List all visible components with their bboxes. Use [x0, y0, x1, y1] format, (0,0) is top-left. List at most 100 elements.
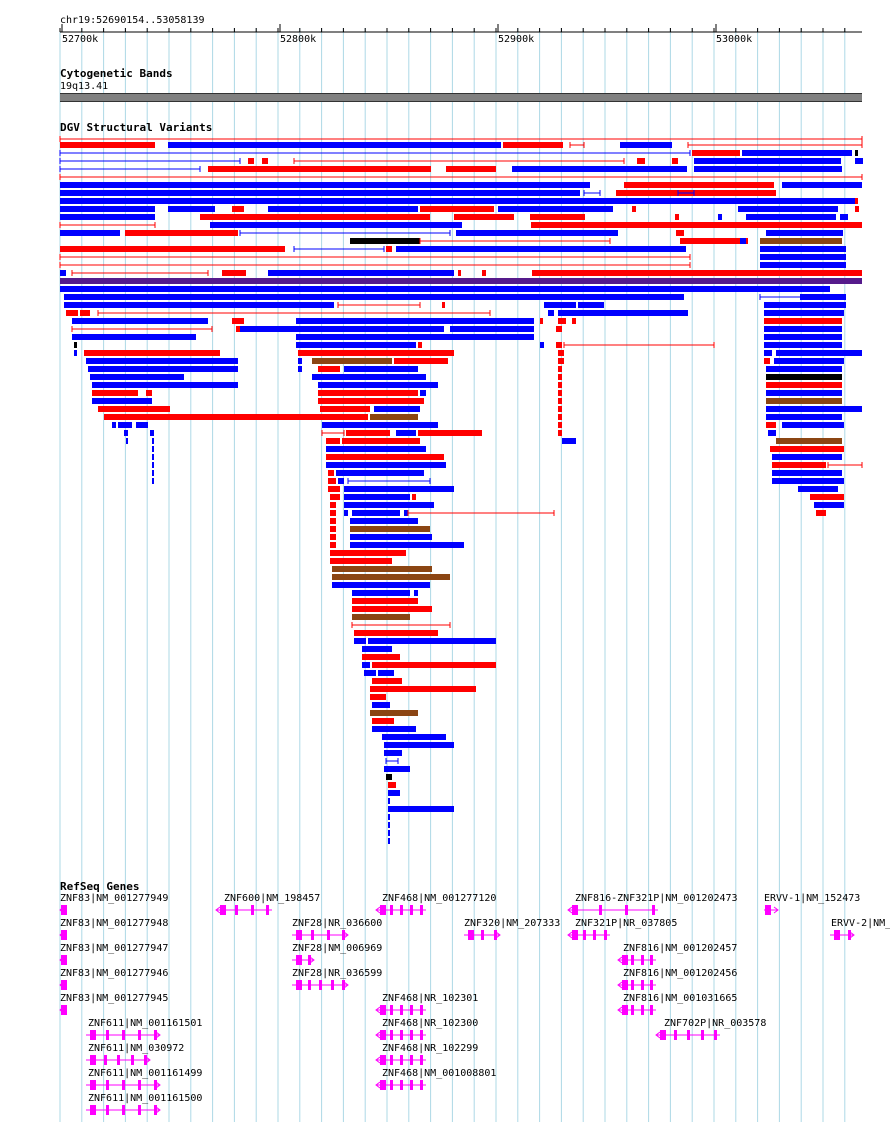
variant-feature[interactable] [248, 158, 254, 164]
gene-label[interactable]: ZNF816-ZNF321P|NM_001202473 [575, 893, 738, 904]
variant-feature[interactable] [530, 214, 585, 220]
variant-feature[interactable] [388, 798, 390, 804]
variant-feature[interactable] [770, 446, 844, 452]
variant-feature[interactable] [352, 590, 410, 596]
variant-feature[interactable] [632, 206, 636, 212]
variant-feature[interactable] [774, 358, 844, 364]
variant-feature[interactable] [680, 238, 748, 244]
variant-feature[interactable] [840, 214, 848, 220]
variant-feature[interactable] [92, 390, 138, 396]
variant-feature[interactable] [675, 214, 679, 220]
variant-feature[interactable] [772, 462, 826, 468]
variant-feature[interactable] [558, 406, 562, 412]
variant-feature[interactable] [326, 454, 444, 460]
gene-model[interactable] [462, 929, 506, 940]
variant-feature[interactable] [60, 214, 155, 220]
variant-feature[interactable] [766, 390, 842, 396]
gene-model[interactable] [566, 929, 616, 940]
variant-feature[interactable] [332, 582, 430, 588]
gene-label[interactable]: ZNF28|NM_006969 [292, 943, 383, 954]
variant-feature[interactable] [318, 390, 418, 396]
variant-feature[interactable] [766, 406, 862, 412]
variant-feature[interactable] [344, 366, 418, 372]
variant-feature[interactable] [64, 294, 684, 300]
gene-model[interactable] [762, 904, 784, 915]
gene-label[interactable]: ZNF611|NM_001161500 [88, 1093, 203, 1104]
variant-feature[interactable] [362, 662, 370, 668]
variant-feature[interactable] [772, 470, 842, 476]
cytoband-bar[interactable] [60, 93, 862, 102]
gene-model[interactable] [84, 1029, 166, 1040]
variant-feature[interactable] [342, 438, 420, 444]
variant-feature[interactable] [64, 302, 334, 308]
variant-feature[interactable] [772, 478, 844, 484]
variant-feature[interactable] [332, 566, 432, 572]
variant-feature[interactable] [388, 782, 396, 788]
gene-model[interactable] [374, 1029, 432, 1040]
variant-feature[interactable] [326, 446, 426, 452]
variant-feature[interactable] [330, 534, 336, 540]
variant-feature[interactable] [503, 142, 563, 148]
variant-feature[interactable] [298, 350, 454, 356]
variant-feature[interactable] [540, 342, 544, 348]
gene-model[interactable] [290, 929, 354, 940]
gene-label[interactable]: ZNF28|NR_036600 [292, 918, 383, 929]
gene-label[interactable]: ZNF321P|NR_037805 [575, 918, 678, 929]
variant-feature[interactable] [152, 462, 154, 468]
variant-feature[interactable] [330, 558, 392, 564]
variant-feature[interactable] [80, 310, 90, 316]
variant-feature[interactable] [446, 166, 496, 172]
variant-feature[interactable] [672, 158, 678, 164]
variant-feature[interactable] [766, 382, 842, 388]
variant-feature[interactable] [558, 382, 562, 388]
variant-feature[interactable] [576, 310, 688, 316]
gene-model[interactable] [58, 1004, 72, 1015]
variant-feature[interactable] [540, 318, 543, 324]
gene-label[interactable]: ZNF600|NM_198457 [224, 893, 321, 904]
variant-feature[interactable] [92, 398, 152, 404]
gene-label[interactable]: ZNF28|NR_036599 [292, 968, 383, 979]
variant-feature[interactable] [262, 158, 268, 164]
variant-feature[interactable] [368, 638, 496, 644]
variant-feature[interactable] [60, 286, 830, 292]
variant-feature[interactable] [764, 342, 842, 348]
variant-feature[interactable] [328, 478, 336, 484]
variant-feature[interactable] [388, 790, 400, 796]
gene-label[interactable]: ZNF816|NM_001202457 [623, 943, 738, 954]
gene-label[interactable]: ZNF83|NM_001277949 [60, 893, 169, 904]
variant-feature[interactable] [396, 510, 400, 516]
variant-feature[interactable] [344, 510, 348, 516]
variant-feature[interactable] [558, 390, 562, 396]
variant-feature[interactable] [558, 374, 562, 380]
variant-feature[interactable] [746, 214, 836, 220]
variant-feature[interactable] [456, 230, 618, 236]
variant-feature[interactable] [718, 214, 722, 220]
variant-feature[interactable] [92, 382, 238, 388]
variant-feature[interactable] [764, 318, 842, 324]
gene-model[interactable] [290, 954, 320, 965]
variant-feature[interactable] [558, 430, 562, 436]
variant-feature[interactable] [112, 422, 116, 428]
variant-feature[interactable] [296, 318, 534, 324]
variant-feature[interactable] [336, 470, 424, 476]
variant-feature[interactable] [344, 486, 454, 492]
gene-label[interactable]: ZNF816|NM_001202456 [623, 968, 738, 979]
variant-feature[interactable] [798, 486, 838, 492]
variant-feature[interactable] [760, 238, 842, 244]
variant-feature[interactable] [352, 510, 398, 516]
variant-feature[interactable] [414, 374, 426, 380]
variant-feature[interactable] [760, 246, 846, 252]
variant-feature[interactable] [125, 230, 238, 236]
variant-feature[interactable] [442, 302, 445, 308]
variant-feature[interactable] [810, 494, 844, 500]
variant-feature[interactable] [354, 630, 438, 636]
variant-feature[interactable] [152, 446, 154, 452]
variant-feature[interactable] [558, 350, 564, 356]
gene-label[interactable]: ZNF83|NM_001277948 [60, 918, 169, 929]
variant-feature[interactable] [558, 310, 580, 316]
variant-feature[interactable] [531, 222, 862, 228]
variant-feature[interactable] [556, 342, 562, 348]
variant-feature[interactable] [232, 206, 244, 212]
variant-feature[interactable] [418, 430, 482, 436]
variant-feature[interactable] [72, 334, 196, 340]
